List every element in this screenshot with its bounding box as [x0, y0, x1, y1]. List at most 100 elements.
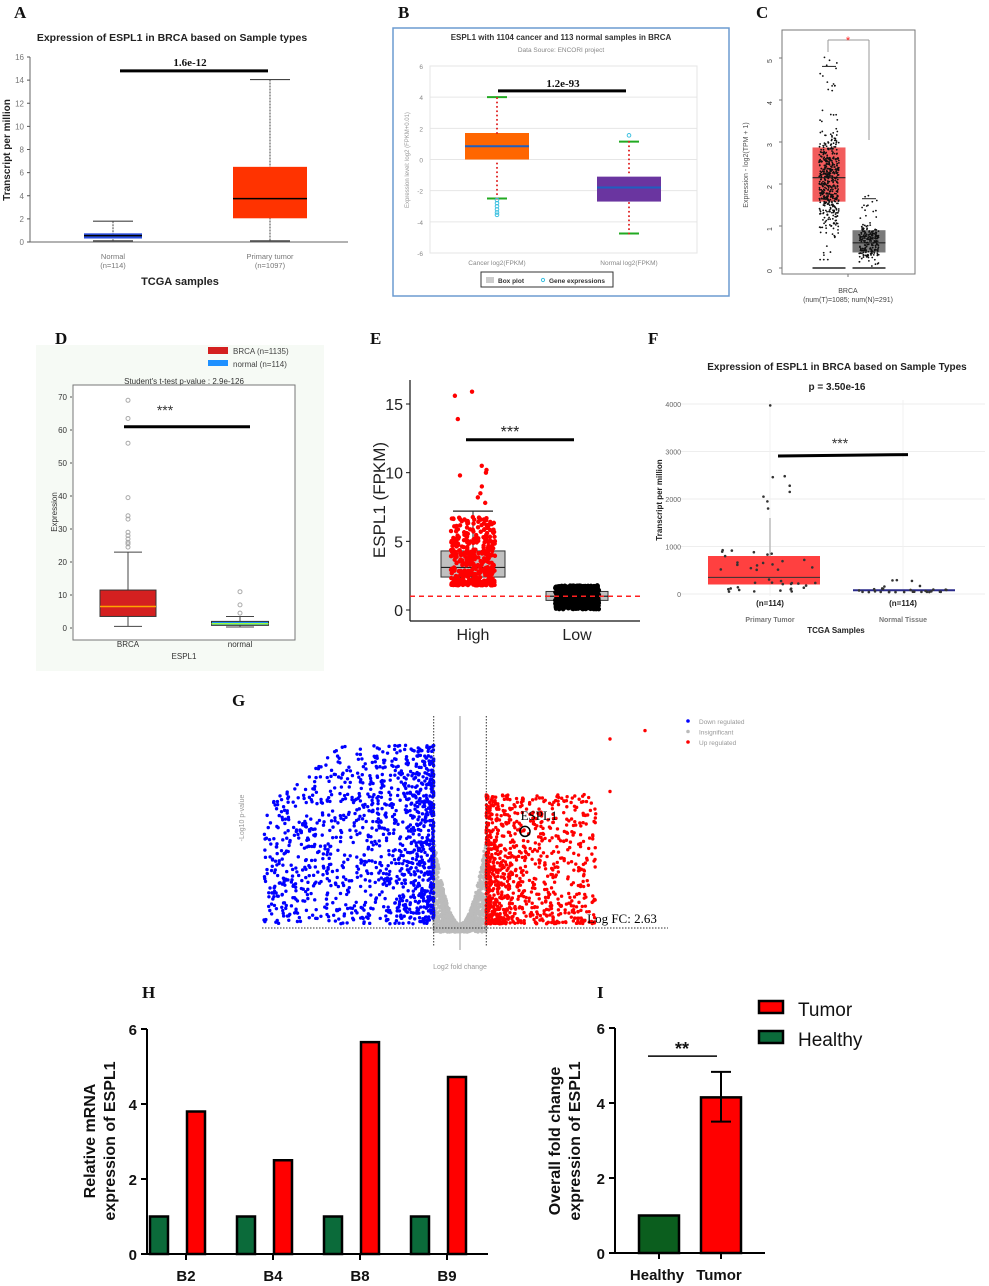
title: Expression of ESPL1 in BRCA based on Sam… — [37, 32, 308, 44]
data-point — [471, 540, 476, 546]
data-point — [832, 209, 834, 212]
data-point — [824, 186, 826, 189]
data-point-up — [545, 854, 549, 859]
data-point — [577, 583, 582, 588]
x-axis-label: TCGA samples — [141, 276, 219, 288]
data-point — [836, 157, 839, 159]
y-tick-label: 4 — [767, 101, 774, 105]
data-point-down — [353, 811, 357, 816]
data-point — [562, 599, 567, 604]
data-point-down — [423, 850, 427, 855]
data-point — [830, 138, 833, 141]
data-point-down — [402, 792, 406, 796]
y-tick-label: 0 — [63, 624, 68, 633]
data-point — [835, 202, 838, 205]
data-point — [479, 562, 484, 568]
data-point-down — [339, 835, 343, 839]
data-point-down — [272, 799, 276, 804]
data-point-down — [293, 885, 298, 889]
data-point — [628, 158, 630, 161]
data-point-down — [315, 916, 319, 921]
data-point — [823, 56, 826, 59]
data-point — [824, 202, 826, 205]
data-point — [596, 588, 601, 594]
data-point — [496, 188, 498, 191]
outlier-point — [237, 602, 243, 608]
significance-label: * — [846, 35, 851, 47]
data-point — [834, 198, 837, 201]
data-point — [831, 203, 834, 206]
data-point-down — [348, 854, 352, 858]
data-point — [864, 195, 867, 198]
data-point-down — [381, 750, 385, 754]
data-point-down — [331, 825, 335, 829]
data-point-insignificant — [460, 924, 465, 928]
data-point-down — [319, 879, 323, 884]
data-point-down — [285, 790, 289, 794]
data-point — [835, 160, 838, 163]
data-point-down — [380, 772, 384, 777]
x-tick-label: Normal log2(FPKM) — [600, 260, 657, 267]
data-point — [830, 166, 833, 168]
data-point — [834, 158, 837, 161]
data-point — [818, 207, 821, 210]
data-point — [496, 193, 498, 196]
data-point-down — [275, 824, 279, 829]
data-point — [828, 180, 831, 183]
data-point-insignificant — [454, 930, 459, 934]
significance-label: *** — [157, 402, 174, 418]
data-point-down — [341, 817, 346, 822]
data-point-down — [383, 758, 387, 763]
data-point — [818, 175, 821, 178]
data-point-up — [514, 874, 519, 878]
data-point — [490, 546, 496, 551]
data-point — [858, 252, 861, 255]
data-point — [821, 192, 823, 195]
data-point — [835, 62, 838, 64]
data-point-down — [359, 778, 363, 782]
data-point-down — [297, 820, 301, 825]
data-point-down — [339, 785, 344, 789]
data-point-down — [409, 841, 413, 846]
data-point-down — [362, 863, 367, 867]
data-point — [932, 588, 935, 591]
data-point — [837, 188, 839, 191]
panel-letter-b: B — [398, 3, 409, 22]
data-point-down — [366, 804, 370, 809]
data-point-down — [370, 760, 375, 765]
data-point-down — [296, 855, 301, 859]
data-point-down — [422, 824, 426, 828]
data-point-up — [494, 835, 499, 839]
data-point — [628, 162, 630, 165]
data-point-insignificant — [467, 916, 472, 921]
outlier-point — [626, 133, 632, 138]
data-point — [461, 537, 467, 543]
data-point — [825, 151, 828, 154]
data-point — [860, 240, 863, 243]
data-point — [874, 209, 877, 212]
data-point-down — [377, 871, 381, 875]
data-point-down — [347, 765, 351, 769]
data-point — [831, 85, 834, 87]
y-tick-label: 12 — [15, 99, 24, 108]
data-point — [831, 150, 833, 152]
data-point — [827, 184, 830, 187]
data-point-down — [303, 819, 307, 824]
data-point — [451, 516, 456, 522]
data-point-down — [282, 808, 287, 813]
data-point — [836, 195, 839, 198]
data-point — [945, 588, 948, 592]
data-point-down — [281, 838, 285, 842]
data-point — [804, 584, 808, 587]
data-point — [835, 113, 838, 116]
data-point-down — [370, 798, 374, 803]
data-point-down — [310, 844, 314, 849]
data-point — [819, 172, 822, 175]
y-tick-label: 5 — [767, 59, 774, 63]
data-point — [865, 241, 868, 244]
data-point-down — [285, 869, 289, 874]
data-point — [752, 590, 756, 593]
data-point — [755, 568, 758, 572]
data-point-down — [421, 775, 425, 779]
data-point-up — [589, 801, 594, 805]
